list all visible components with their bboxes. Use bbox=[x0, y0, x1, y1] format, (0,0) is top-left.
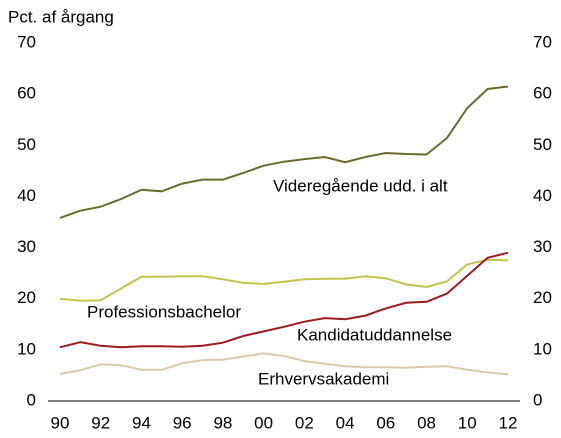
y2-tick-label: 40 bbox=[533, 186, 552, 205]
y-tick-label: 40 bbox=[17, 186, 36, 205]
x-tick-label: 92 bbox=[91, 413, 110, 432]
y-tick-label: 30 bbox=[17, 237, 36, 256]
y-tick-label: 20 bbox=[17, 288, 36, 307]
y2-tick-label: 50 bbox=[533, 135, 552, 154]
series-label: Kandidatuddannelse bbox=[297, 325, 452, 344]
x-tick-label: 12 bbox=[499, 413, 518, 432]
series-label: Erhvervsakademi bbox=[258, 369, 389, 388]
y2-tick-label: 10 bbox=[533, 339, 552, 358]
x-tick-label: 08 bbox=[417, 413, 436, 432]
series-line bbox=[59, 352, 509, 376]
y2-tick-label: 70 bbox=[533, 32, 552, 51]
series-label: Professionsbachelor bbox=[87, 302, 241, 321]
y2-tick-label: 0 bbox=[533, 390, 542, 409]
series-line bbox=[59, 85, 509, 219]
series-label: Videregående udd. i alt bbox=[273, 176, 448, 195]
x-tick-label: 00 bbox=[254, 413, 273, 432]
x-tick-label: 96 bbox=[173, 413, 192, 432]
x-tick-label: 10 bbox=[458, 413, 477, 432]
y-tick-label: 60 bbox=[17, 84, 36, 103]
x-tick-label: 04 bbox=[336, 413, 355, 432]
y-tick-label: 0 bbox=[27, 390, 36, 409]
series-line bbox=[59, 258, 509, 302]
y2-tick-label: 30 bbox=[533, 237, 552, 256]
y2-tick-label: 20 bbox=[533, 288, 552, 307]
x-tick-label: 02 bbox=[295, 413, 314, 432]
y-tick-label: 50 bbox=[17, 135, 36, 154]
x-tick-label: 98 bbox=[213, 413, 232, 432]
series-line bbox=[59, 251, 509, 349]
y2-tick-label: 60 bbox=[533, 84, 552, 103]
x-tick-label: 94 bbox=[132, 413, 151, 432]
y-axis-label: Pct. af årgang bbox=[8, 7, 114, 26]
y-tick-label: 70 bbox=[17, 32, 36, 51]
x-tick-label: 90 bbox=[51, 413, 70, 432]
y-tick-label: 10 bbox=[17, 339, 36, 358]
x-tick-label: 06 bbox=[376, 413, 395, 432]
